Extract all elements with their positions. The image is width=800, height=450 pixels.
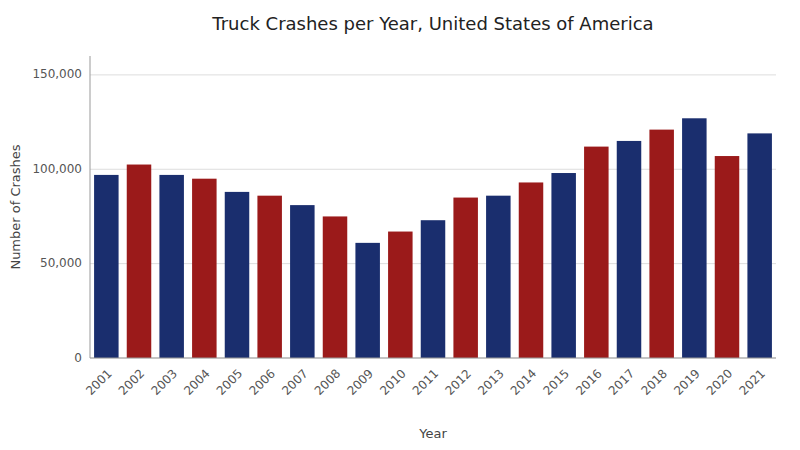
x-tick-label: 2017 [606, 366, 637, 397]
bar [584, 147, 609, 358]
y-tick-label: 150,000 [32, 67, 82, 81]
bar [486, 196, 511, 358]
x-tick-label: 2012 [443, 366, 474, 397]
x-tick-label: 2020 [704, 366, 735, 397]
x-tick-label: 2010 [377, 366, 408, 397]
x-tick-label: 2005 [214, 366, 245, 397]
x-tick-label: 2014 [508, 366, 539, 397]
chart: 050,000100,000150,0002001200220032004200… [0, 0, 800, 450]
chart-container: 050,000100,000150,0002001200220032004200… [0, 0, 800, 450]
x-tick-labels: 2001200220032004200520062007200820092010… [83, 366, 768, 397]
bar [747, 133, 772, 358]
bar [421, 220, 446, 358]
grid-line [90, 74, 776, 75]
x-tick-label: 2003 [149, 366, 180, 397]
bar [290, 205, 315, 358]
y-axis-label: Number of Crashes [8, 144, 23, 269]
x-tick-label: 2015 [541, 366, 572, 397]
x-tick-label: 2002 [116, 366, 147, 397]
x-tick-label: 2007 [279, 366, 310, 397]
bar [617, 141, 642, 358]
y-tick-label: 100,000 [32, 162, 82, 176]
bar [649, 130, 674, 358]
y-tick-labels: 0 50,000 100,000 150,000 [32, 67, 82, 364]
bar [257, 196, 282, 358]
bar [192, 179, 217, 358]
bar [453, 198, 478, 358]
x-tick-label: 2013 [475, 366, 506, 397]
y-grid [90, 75, 776, 358]
bar [388, 232, 413, 358]
bar [519, 182, 544, 358]
x-tick-label: 2004 [181, 366, 212, 397]
x-tick-label: 2008 [312, 366, 343, 397]
chart-title: Truck Crashes per Year, United States of… [211, 13, 653, 34]
y-tick-label: 50,000 [40, 256, 82, 270]
bar [159, 175, 184, 358]
x-axis-line [90, 358, 776, 359]
x-tick-label: 2016 [573, 366, 604, 397]
y-axis-line [90, 56, 91, 358]
x-tick-label: 2019 [671, 366, 702, 397]
bar [551, 173, 576, 358]
x-tick-label: 2011 [410, 366, 441, 397]
bar [355, 243, 380, 358]
bar [715, 156, 740, 358]
x-tick-label: 2006 [247, 366, 278, 397]
y-tick-label: 0 [74, 351, 82, 365]
x-tick-label: 2018 [639, 366, 670, 397]
x-axis-label: Year [418, 426, 447, 441]
bar [323, 216, 348, 358]
x-tick-label: 2001 [83, 366, 114, 397]
bars [94, 118, 772, 358]
x-tick-label: 2009 [345, 366, 376, 397]
bar [94, 175, 119, 358]
bar [682, 118, 707, 358]
bar [127, 165, 152, 358]
x-tick-label: 2021 [737, 366, 768, 397]
bar [225, 192, 250, 358]
grid-line [90, 358, 776, 359]
